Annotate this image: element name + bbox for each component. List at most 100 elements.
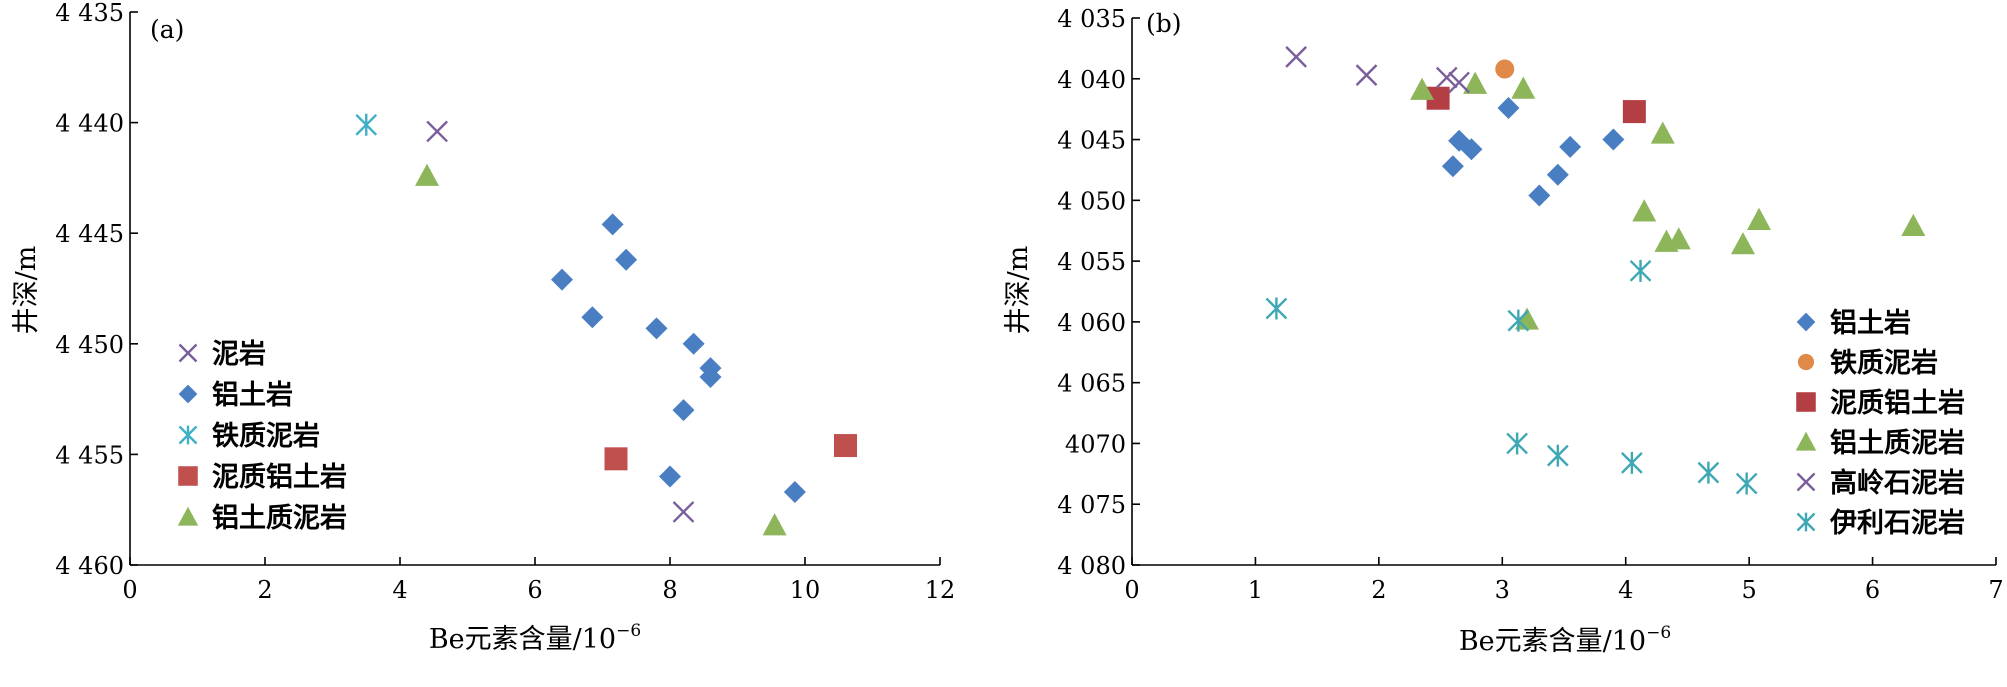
series-square (604, 434, 857, 471)
data-point (834, 434, 857, 458)
panel-label: (b) (1146, 9, 1182, 38)
data-point (1747, 207, 1772, 230)
data-point (604, 447, 628, 471)
x-tick-label: 6 (1865, 576, 1880, 604)
x-tick-label: 7 (1988, 576, 2003, 604)
y-tick-label: 4 060 (1057, 309, 1126, 337)
legend-marker (178, 425, 198, 445)
y-tick-label: 4 075 (1057, 491, 1126, 519)
data-point (1463, 71, 1488, 94)
data-point (783, 481, 806, 504)
series-x (426, 120, 695, 523)
data-point (1435, 66, 1458, 89)
x-tick-label: 6 (527, 576, 542, 604)
x-tick-label: 12 (925, 576, 956, 604)
y-tick-label: 4 455 (55, 441, 124, 469)
legend-entry-label: 铝土岩 (212, 380, 293, 411)
y-tick-label: 4070 (1065, 430, 1126, 458)
y-tick-label: 4 445 (55, 220, 124, 248)
x-tick-label: 3 (1495, 576, 1510, 604)
data-point (1506, 432, 1528, 455)
data-point (1602, 128, 1625, 151)
legend-entry-label: 铁质泥岩 (212, 421, 320, 452)
y-tick-label: 4 050 (1057, 187, 1126, 215)
legend-entry-label: 铝土岩 (1830, 308, 1911, 339)
y-tick-label: 4 440 (55, 110, 124, 138)
data-point (1448, 71, 1470, 94)
data-point (1621, 451, 1643, 474)
legend-entry-label: 泥岩 (212, 339, 266, 370)
y-axis-title: 井深/m (11, 246, 42, 335)
data-point (1528, 184, 1551, 207)
data-point (672, 501, 695, 523)
x-axis-title-exponent: −6 (1646, 623, 1671, 643)
series-triangle (1410, 71, 1926, 330)
x-tick-label: 4 (1618, 576, 1633, 604)
series-triangle (415, 163, 787, 536)
x-tick-label: 2 (1371, 576, 1386, 604)
legend-marker (178, 384, 198, 404)
data-point (1730, 232, 1755, 255)
series-asterisk (1265, 259, 1758, 495)
legend-marker (1795, 431, 1817, 451)
y-axis-title: 井深/m (1003, 246, 1034, 335)
data-point (1285, 46, 1308, 68)
data-point (699, 365, 722, 388)
x-tick-label: 0 (122, 576, 137, 604)
y-tick-label: 4 055 (1057, 248, 1126, 276)
x-tick-label: 0 (1124, 576, 1139, 604)
legend-entry-label: 高岭石泥岩 (1830, 467, 1965, 499)
data-point (1650, 121, 1675, 144)
legend-entry-label: 泥质铝土岩 (212, 462, 347, 493)
data-point (1559, 135, 1582, 158)
data-point (1629, 259, 1652, 282)
x-axis-title: Be元素含量/10−6 (1459, 623, 1671, 657)
legend-marker (178, 466, 198, 486)
x-axis-title-main: Be元素含量/10 (429, 624, 616, 655)
legend-marker (178, 343, 198, 363)
data-point (1497, 96, 1520, 119)
y-tick-label: 4 045 (1057, 127, 1126, 155)
x-tick-label: 5 (1742, 576, 1757, 604)
legend-entry-label: 泥质铝土岩 (1830, 388, 1965, 419)
data-point (1265, 297, 1288, 320)
data-point (1901, 213, 1926, 237)
series-circle (1495, 59, 1515, 79)
x-tick-label: 2 (257, 576, 272, 604)
data-point (659, 465, 681, 488)
data-point (1507, 309, 1530, 332)
panel-b: 0 1 2 3 4 5 6 7 4 035 4 040 4 045 4 050 4 055 4 060 4 … (1003, 5, 2004, 657)
x-axis-title-exponent: −6 (616, 621, 641, 641)
legend-marker (1796, 392, 1816, 412)
y-tick-label: 4 460 (55, 552, 124, 580)
data-point (355, 113, 378, 136)
data-point (1355, 64, 1378, 86)
data-point (1546, 163, 1569, 186)
data-point (645, 317, 668, 340)
y-tick-label: 4 435 (55, 0, 124, 27)
panel-label: (a) (150, 15, 184, 44)
y-tick-label: 4 035 (1057, 5, 1126, 33)
data-point (615, 248, 638, 271)
data-point (581, 306, 604, 329)
data-point (1426, 86, 1450, 110)
data-point (1666, 227, 1691, 250)
x-tick-label: 1 (1248, 576, 1263, 604)
series-square (1426, 86, 1646, 124)
x-tick-label: 4 (392, 576, 407, 604)
legend-entry-label: 铝土质泥岩 (1830, 428, 1965, 459)
x-tick-label: 8 (662, 576, 677, 604)
legend-marker (1796, 472, 1816, 492)
data-point (1460, 138, 1483, 161)
legend-entry-label: 伊利石泥岩 (1829, 508, 1965, 539)
series-diamond (1441, 96, 1625, 207)
legend-entry-label: 铁质泥岩 (1830, 348, 1938, 379)
data-point (601, 213, 624, 236)
data-point (682, 332, 705, 355)
series-asterisk (355, 113, 378, 136)
data-point (1410, 77, 1435, 100)
y-tick-label: 4 450 (55, 331, 124, 359)
